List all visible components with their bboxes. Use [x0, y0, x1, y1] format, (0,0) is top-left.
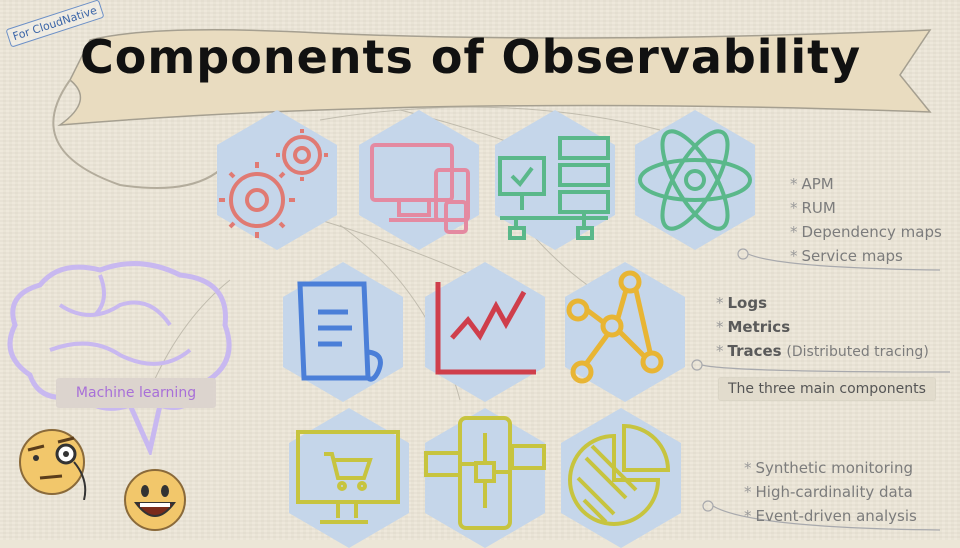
traces-label: Traces [727, 342, 782, 360]
list-item-label: Synthetic monitoring [755, 459, 913, 477]
traces-note: (Distributed tracing) [786, 344, 929, 360]
grinning-face-icon [124, 469, 186, 531]
bullet: * [716, 318, 724, 336]
apm-list: * APM * RUM * Dependency maps * Service maps [790, 172, 942, 268]
bullet: * [716, 342, 724, 360]
list-item: * Metrics [716, 315, 929, 339]
note-underlines [691, 248, 951, 531]
bullet: * [790, 223, 798, 241]
list-item: * Traces (Distributed tracing) [716, 339, 929, 364]
list-item-label: APM [801, 175, 834, 193]
log-document-icon [283, 262, 403, 402]
list-item: * Logs [716, 291, 929, 315]
atom-icon [635, 110, 755, 250]
metrics-label: Metrics [727, 318, 791, 336]
server-network-icon [495, 110, 615, 250]
trace-graph-icon [565, 262, 685, 402]
bullet: * [716, 294, 724, 312]
list-item-label: RUM [801, 199, 836, 217]
pie-chart-icon [561, 408, 681, 548]
main-components-list: * Logs * Metrics * Traces (Distributed trac… [716, 291, 929, 364]
devices-icon [359, 110, 479, 250]
machine-learning-label: Machine learning [56, 378, 216, 408]
list-item: * Event-driven analysis [744, 504, 917, 528]
bullet: * [744, 483, 752, 501]
title-banner [57, 29, 932, 126]
gears-icon [217, 110, 337, 250]
cart-monitor-icon [289, 408, 409, 548]
bullet: * [790, 199, 798, 217]
list-item-label: High-cardinality data [755, 483, 913, 501]
list-item-label: Dependency maps [801, 223, 942, 241]
list-item: * High-cardinality data [744, 480, 917, 504]
list-item: * RUM [790, 196, 942, 220]
list-item: * APM [790, 172, 942, 196]
bullet: * [790, 175, 798, 193]
bullet: * [744, 459, 752, 477]
bottom-list: * Synthetic monitoring * High-cardinality … [744, 456, 917, 528]
list-item: * Dependency maps [790, 220, 942, 244]
bullet: * [790, 247, 798, 265]
bullet: * [744, 507, 752, 525]
logs-label: Logs [727, 294, 768, 312]
three-components-caption: The three main components [718, 377, 936, 401]
monocle-face-icon [19, 429, 87, 500]
metrics-chart-icon [425, 262, 545, 402]
mobile-flow-icon [424, 408, 546, 548]
list-item: * Synthetic monitoring [744, 456, 917, 480]
list-item-label: Service maps [801, 247, 903, 265]
page-title: Components of Observability [80, 30, 862, 84]
list-item: * Service maps [790, 244, 942, 268]
list-item-label: Event-driven analysis [755, 507, 917, 525]
